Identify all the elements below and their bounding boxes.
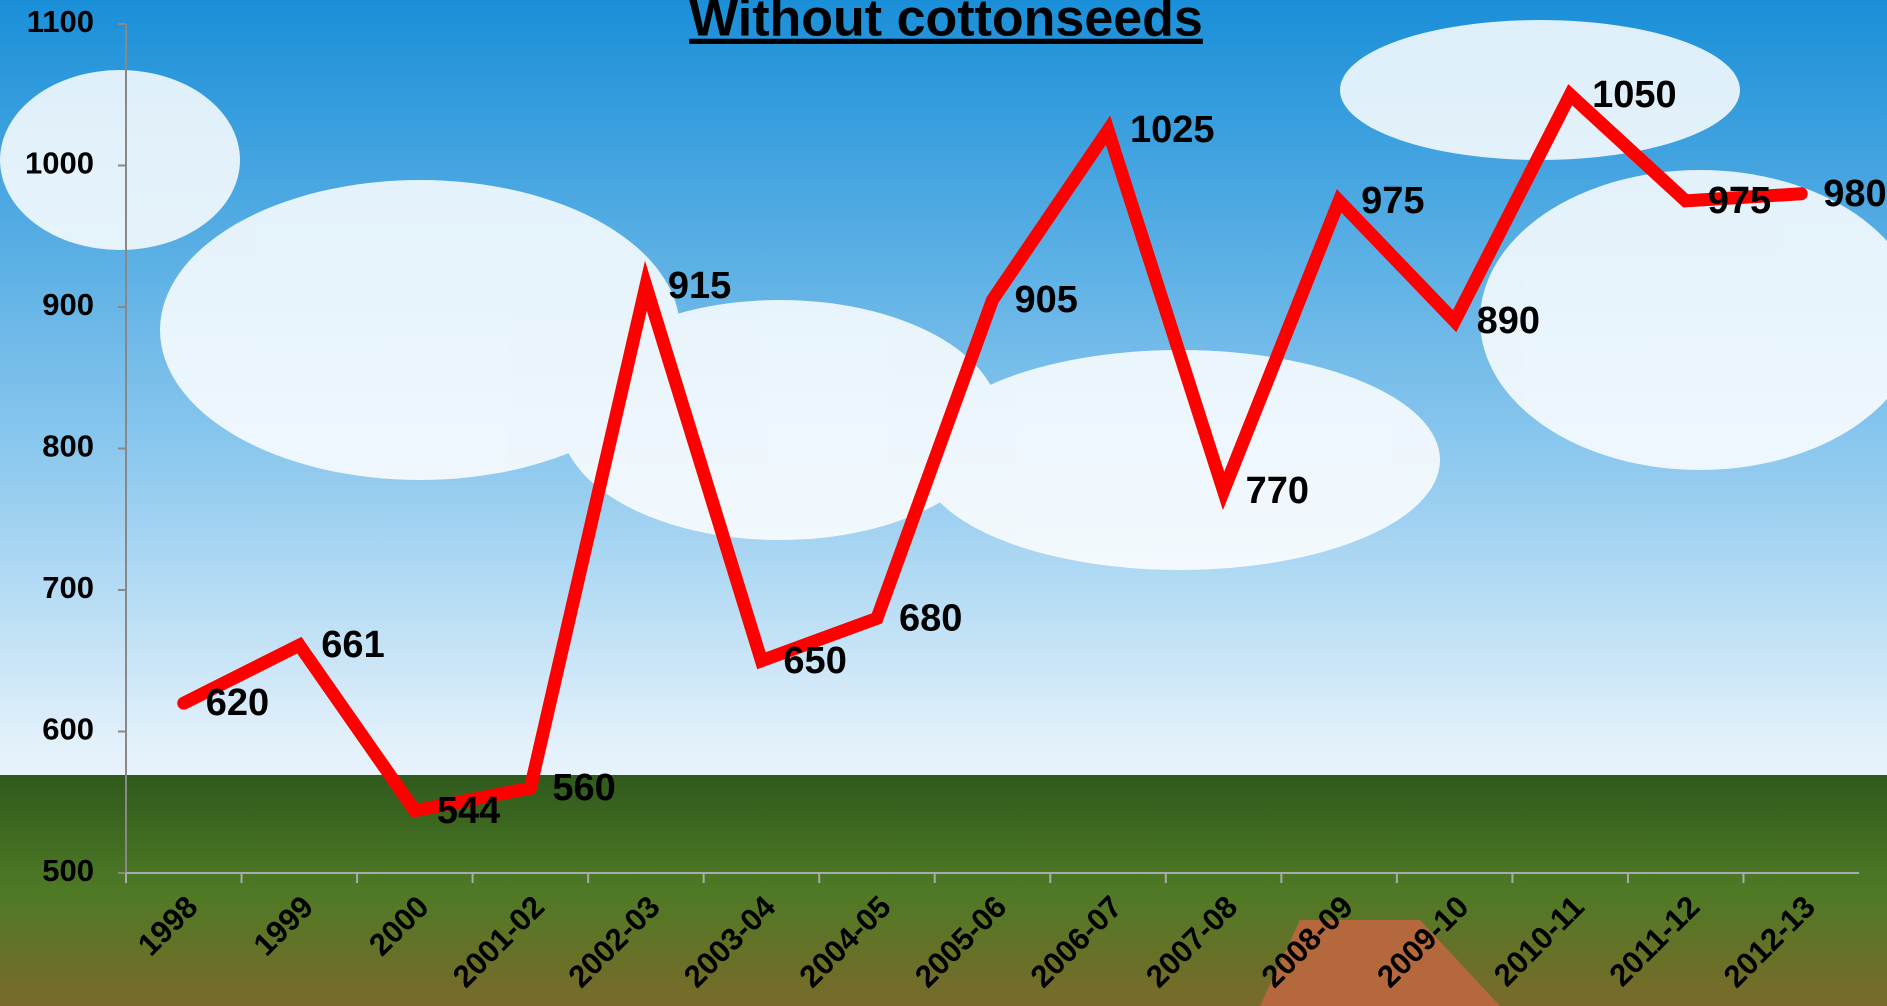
data-label: 620 <box>206 682 269 724</box>
data-label: 661 <box>321 624 384 666</box>
data-label: 650 <box>783 640 846 682</box>
data-label: 975 <box>1708 180 1771 222</box>
y-tick-label: 500 <box>42 853 94 888</box>
data-label: 980 <box>1823 173 1886 215</box>
data-label: 905 <box>1015 279 1078 321</box>
y-tick-label: 700 <box>42 570 94 605</box>
data-label: 680 <box>899 597 962 639</box>
y-tick-label: 600 <box>42 712 94 747</box>
data-label: 560 <box>552 767 615 809</box>
ground-background <box>0 775 1887 1006</box>
dirt-road <box>1260 920 1500 1006</box>
data-label: 1025 <box>1130 109 1215 151</box>
y-tick-label: 1000 <box>25 146 94 181</box>
data-label: 975 <box>1361 180 1424 222</box>
y-tick-label: 1100 <box>27 4 94 39</box>
data-line <box>177 84 1808 818</box>
data-label: 1050 <box>1592 74 1677 116</box>
data-label: 915 <box>668 265 731 307</box>
data-label: 544 <box>437 790 500 832</box>
chart-title: Without cottonseeds <box>689 0 1203 48</box>
data-label: 890 <box>1477 300 1540 342</box>
y-tick-label: 800 <box>42 429 94 464</box>
y-tick-label: 900 <box>42 287 94 322</box>
data-label: 770 <box>1246 470 1309 512</box>
